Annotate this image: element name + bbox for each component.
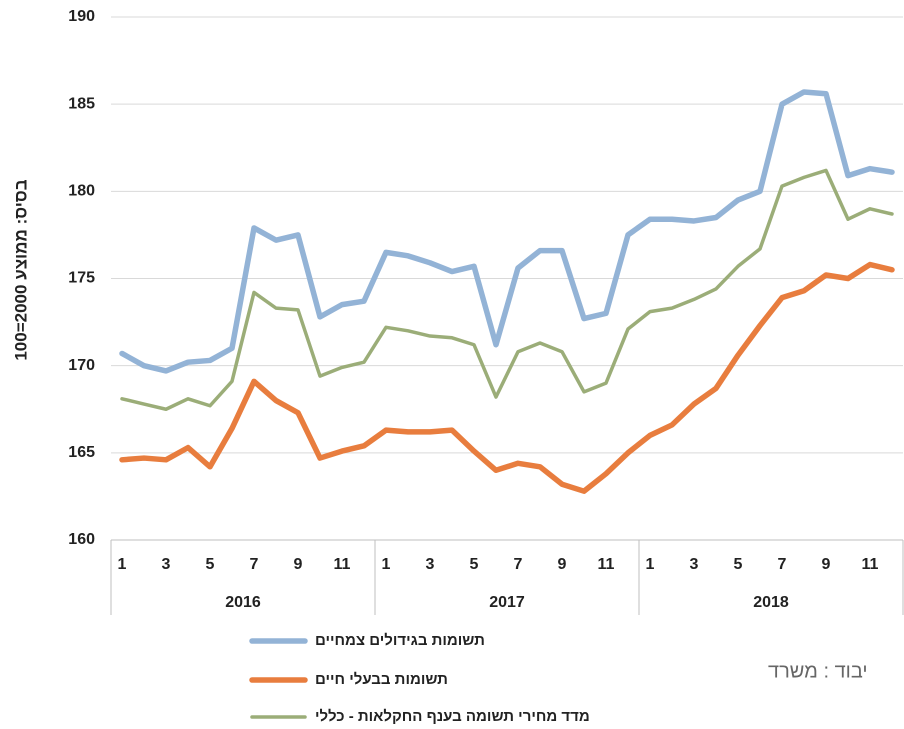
x-tick-label: 3 [426,556,435,573]
y-tick-label: 180 [68,183,95,200]
x-group-label: 2018 [753,594,789,611]
y-tick-label: 160 [68,531,95,548]
y-axis-label: בסיס: ממוצע 2000=100 [11,179,30,360]
x-group-label: 2016 [225,594,261,611]
x-tick-label: 1 [646,556,655,573]
y-tick-label: 190 [68,8,95,25]
series-line [119,89,895,374]
x-tick-label: 11 [598,556,615,573]
x-tick-label: 5 [206,556,215,573]
y-tick-label: 185 [68,95,95,112]
x-tick-label: 11 [862,556,879,573]
x-tick-label: 7 [250,556,259,573]
x-tick-label: 7 [514,556,523,573]
annotation: יבוד : משרד [768,660,868,682]
x-tick-label: 1 [118,556,127,573]
x-tick-label: 5 [470,556,479,573]
x-tick-label: 9 [822,556,831,573]
x-tick-label: 3 [162,556,171,573]
legend-label: תשומות בבעלי חיים [315,671,448,688]
y-tick-label: 170 [68,357,95,374]
x-group-label: 2017 [489,594,525,611]
x-tick-label: 7 [778,556,787,573]
x-tick-label: 5 [734,556,743,573]
x-tick-label: 1 [382,556,391,573]
y-tick-label: 165 [68,444,95,461]
x-tick-label: 9 [558,556,567,573]
x-tick-label: 3 [690,556,699,573]
x-tick-label: 9 [294,556,303,573]
y-tick-label: 175 [68,270,95,287]
series-line [120,168,894,411]
x-tick-label: 11 [334,556,351,573]
legend-label: מדד מחירי תשומה בענף החקלאות - כללי [315,708,590,725]
series-line [119,261,895,494]
legend-label: תשומות בגידולים צמחיים [315,632,485,649]
